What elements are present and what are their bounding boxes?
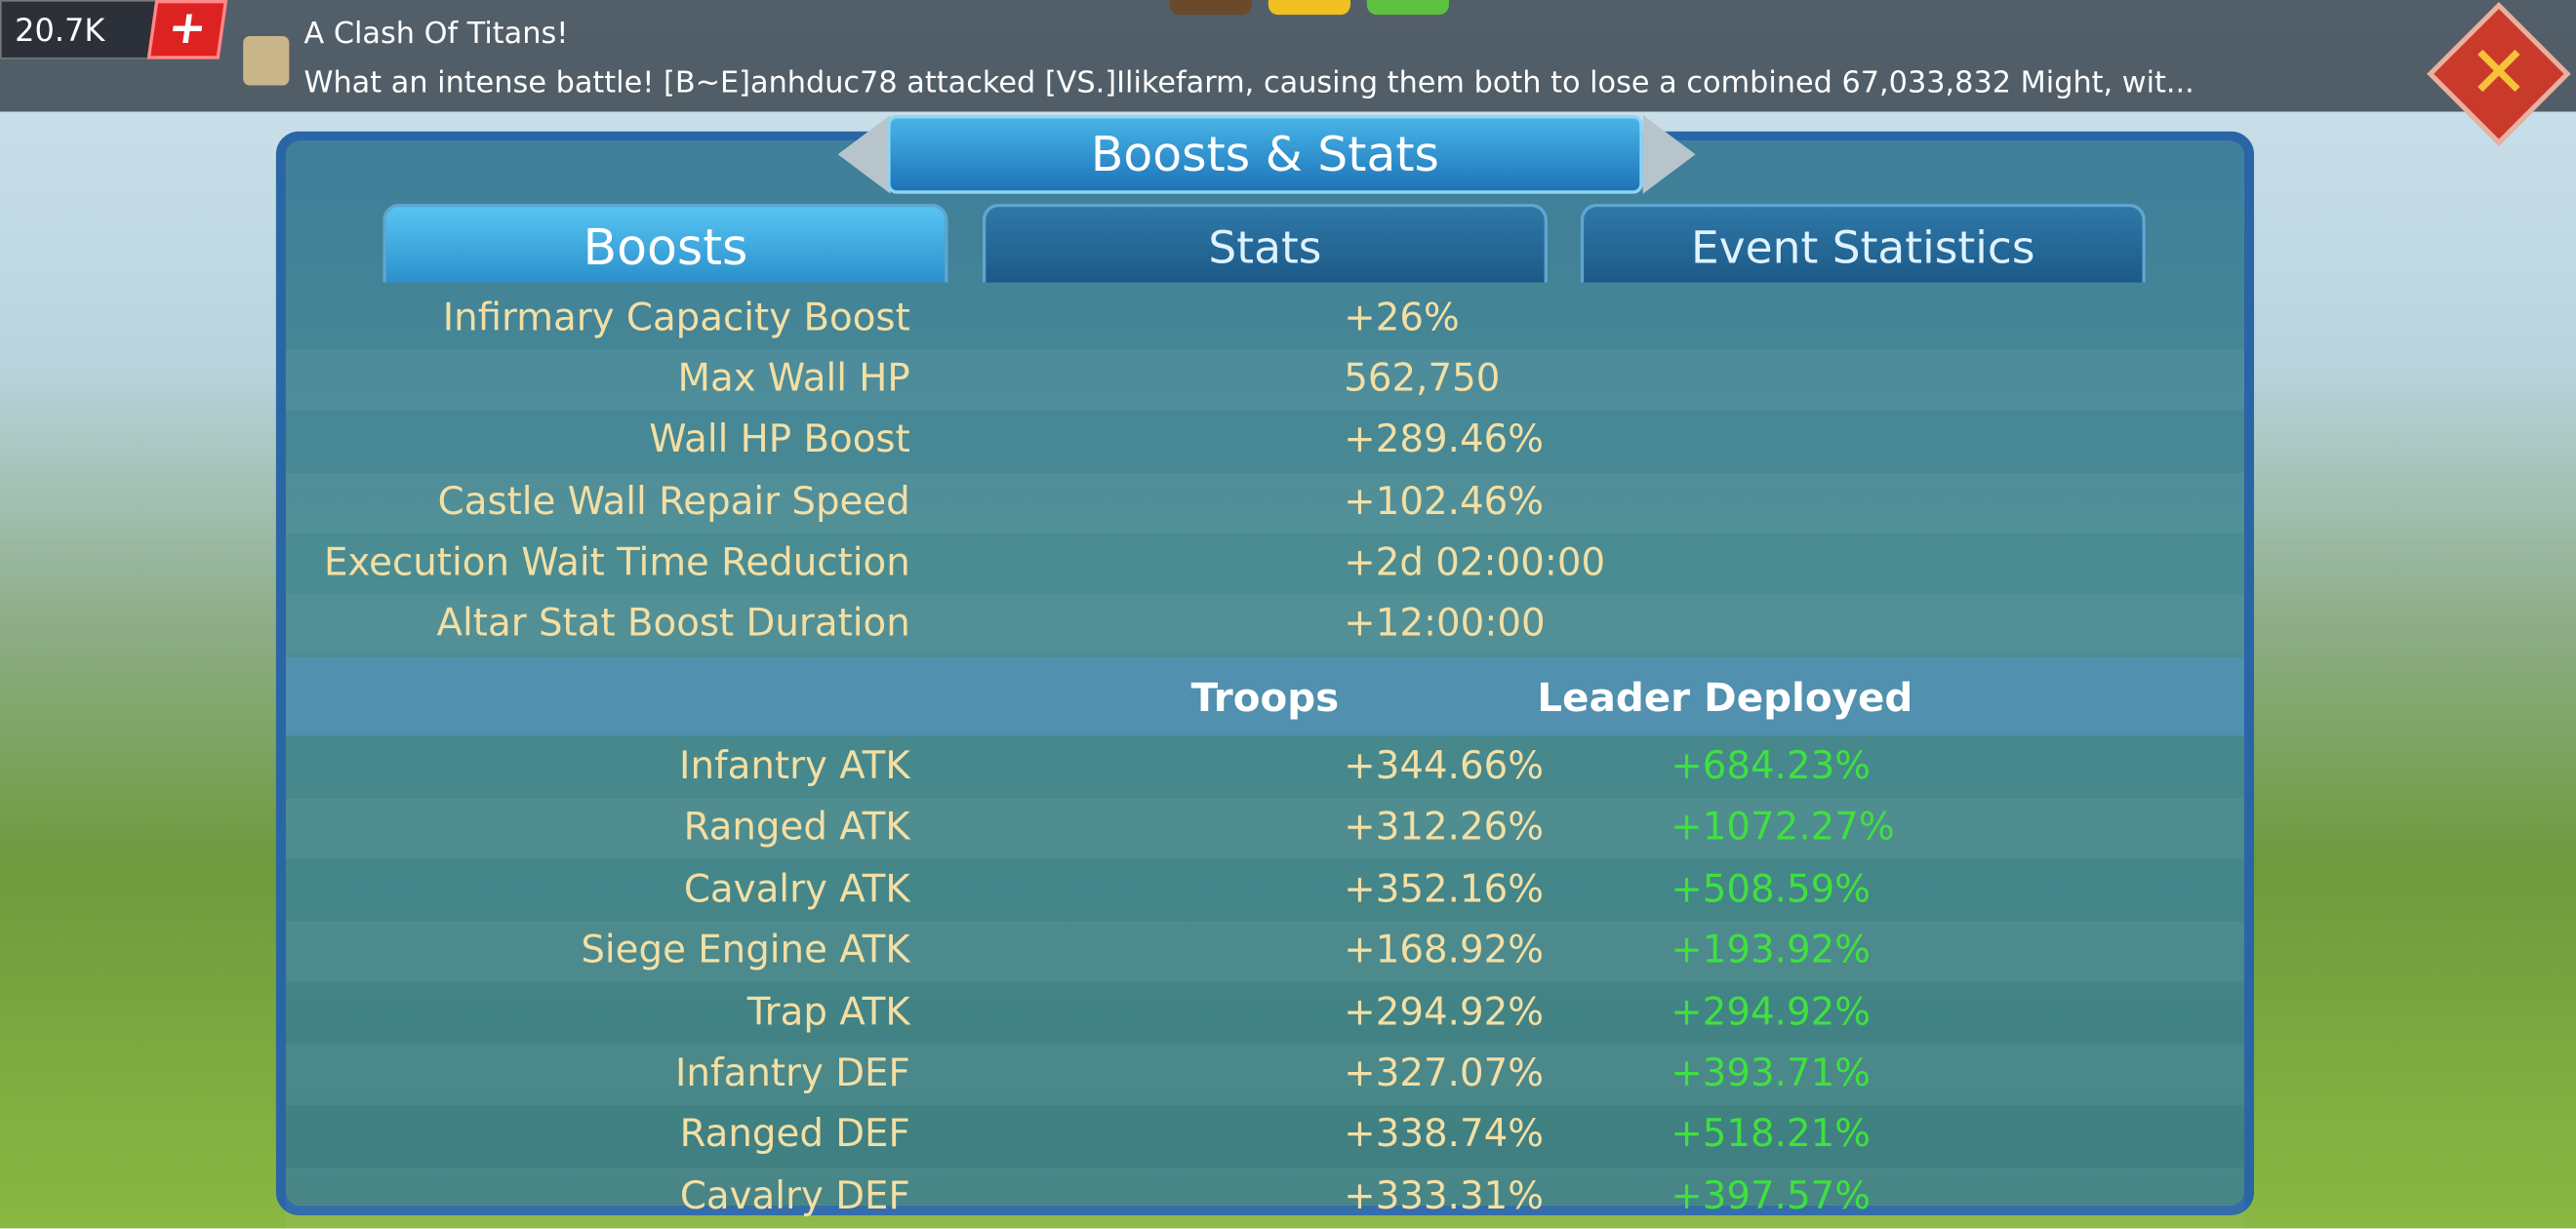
troop-row: Infantry ATK +344.66% +684.23% <box>286 737 2244 798</box>
troop-row: Cavalry ATK +352.16% +508.59% <box>286 860 2244 921</box>
stat-label: Infirmary Capacity Boost <box>442 297 910 340</box>
troop-label: Infantry ATK <box>679 745 910 789</box>
close-icon[interactable]: ✕ <box>2468 30 2529 115</box>
stat-label: Execution Wait Time Reduction <box>323 541 910 585</box>
stat-row: Castle Wall Repair Speed +102.46% <box>285 472 2244 534</box>
troop-value: +352.16% <box>1344 868 1545 912</box>
troop-label: Infantry DEF <box>675 1052 910 1096</box>
arrow-right <box>1642 114 1696 194</box>
leader-value: +1072.27% <box>1670 807 1895 851</box>
stat-label: Max Wall HP <box>677 358 910 402</box>
troop-row: Trap ATK +294.92% +294.92% <box>286 983 2244 1044</box>
tab[interactable]: Stats <box>982 203 1549 283</box>
leader-value: +294.92% <box>1670 991 1872 1035</box>
panel-title: Boosts & Stats <box>887 114 1643 194</box>
troops-heading: Troops <box>1190 675 1340 722</box>
troop-row: Infantry DEF +327.07% +393.71% <box>285 1044 2244 1106</box>
leader-value: +508.59% <box>1670 868 1872 912</box>
top-bar <box>0 0 2576 112</box>
news-message: What an intense battle! [B~E]anhduc78 at… <box>303 65 2194 100</box>
stat-row: Infirmary Capacity Boost +26% <box>286 289 2244 349</box>
indicator <box>1268 0 1351 16</box>
stat-row: Execution Wait Time Reduction +2d 02:00:0… <box>286 534 2244 594</box>
troop-label: Ranged ATK <box>683 807 910 851</box>
news-icon <box>243 36 290 86</box>
troop-value: +168.92% <box>1344 930 1545 973</box>
leader-value: +393.71% <box>1670 1052 1872 1096</box>
troop-value: +344.66% <box>1344 745 1545 789</box>
stat-row: Wall HP Boost +289.46% <box>286 412 2244 472</box>
stat-value: 562,750 <box>1344 358 1501 402</box>
troop-value: +294.92% <box>1344 991 1545 1035</box>
troop-value: +338.74% <box>1344 1114 1545 1157</box>
stat-row: Altar Stat Boost Duration +12:00:00 <box>285 594 2244 655</box>
troop-row: Cavalry DEF +333.31% +397.57% <box>285 1167 2244 1229</box>
stat-label: Altar Stat Boost Duration <box>436 602 910 646</box>
stat-value: +102.46% <box>1344 480 1545 524</box>
stat-label: Castle Wall Repair Speed <box>437 480 910 524</box>
arrow-left <box>837 114 891 194</box>
stat-value: +289.46% <box>1344 419 1545 462</box>
resource-counter: 20.7K <box>0 0 162 59</box>
troop-label: Siege Engine ATK <box>581 930 910 973</box>
troop-header: Troops Leader Deployed <box>285 656 2244 736</box>
stat-value: +2d 02:00:00 <box>1344 541 1606 585</box>
troop-row: Siege Engine ATK +168.92% +193.92% <box>285 921 2244 983</box>
stat-row: Max Wall HP 562,750 <box>285 349 2244 412</box>
indicator <box>1366 0 1450 16</box>
troop-label: Ranged DEF <box>679 1114 910 1157</box>
leader-value: +397.57% <box>1670 1175 1872 1218</box>
stat-value: +12:00:00 <box>1344 602 1546 646</box>
leader-heading: Leader Deployed <box>1537 675 1913 722</box>
stat-label: Wall HP Boost <box>649 419 910 462</box>
leader-value: +684.23% <box>1670 745 1872 789</box>
troop-value: +312.26% <box>1344 807 1545 851</box>
troop-label: Cavalry DEF <box>679 1175 910 1218</box>
troop-row: Ranged DEF +338.74% +518.21% <box>286 1106 2244 1167</box>
troop-value: +333.31% <box>1344 1175 1545 1218</box>
add-button[interactable]: + <box>146 0 228 59</box>
leader-value: +518.21% <box>1670 1114 1872 1157</box>
leader-value: +193.92% <box>1670 930 1872 973</box>
tab[interactable]: Event Statistics <box>1580 203 2146 283</box>
stat-value: +26% <box>1344 297 1460 340</box>
troop-label: Cavalry ATK <box>683 868 910 912</box>
troop-label: Trap ATK <box>746 991 910 1035</box>
troop-value: +327.07% <box>1344 1052 1545 1096</box>
news-title: A Clash Of Titans! <box>303 16 569 52</box>
troop-row: Ranged ATK +312.26% +1072.27% <box>285 798 2244 860</box>
indicator <box>1169 0 1252 16</box>
tab[interactable]: Boosts <box>382 203 948 283</box>
